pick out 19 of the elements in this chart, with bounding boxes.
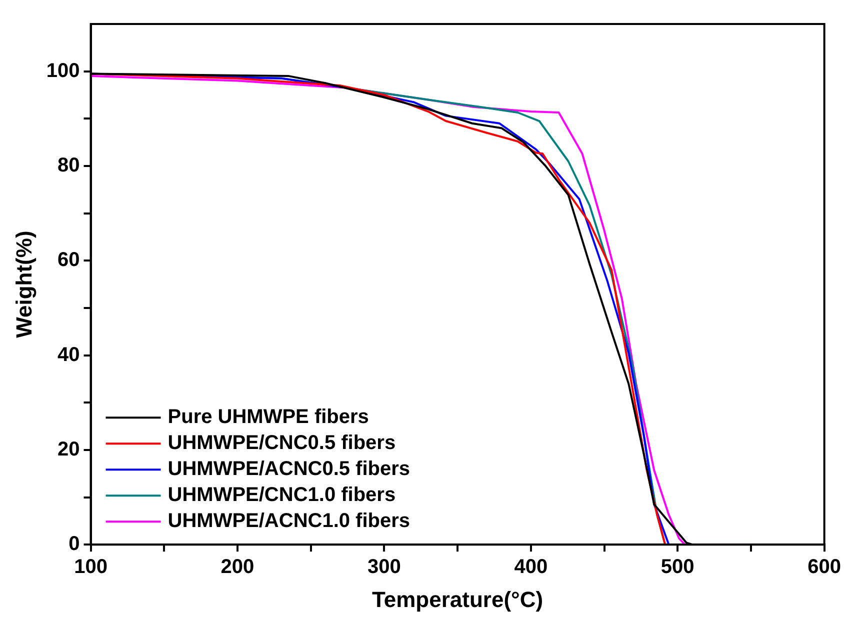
y-tick-label: 0 bbox=[68, 533, 80, 556]
x-axis-title: Temperature(°C) bbox=[372, 586, 544, 612]
legend-label: UHMWPE/CNC0.5 fibers bbox=[168, 432, 396, 454]
x-tick-label: 500 bbox=[660, 556, 694, 578]
x-tick-label: 100 bbox=[74, 556, 108, 578]
legend-label: Pure UHMWPE fibers bbox=[168, 406, 369, 428]
x-tick-label: 400 bbox=[514, 556, 548, 578]
x-tick-label: 300 bbox=[368, 556, 401, 578]
legend-label: UHMWPE/CNC1.0 fibers bbox=[168, 484, 396, 506]
x-tick-label: 600 bbox=[808, 556, 842, 578]
legend-label: UHMWPE/ACNC1.0 fibers bbox=[168, 510, 410, 532]
y-axis-title: Weight(%) bbox=[11, 230, 36, 338]
x-tick-label: 200 bbox=[220, 556, 254, 578]
y-tick-label: 20 bbox=[58, 438, 80, 460]
y-tick-label: 40 bbox=[58, 344, 80, 366]
legend-label: UHMWPE/ACNC0.5 fibers bbox=[168, 458, 410, 480]
y-tick-label: 100 bbox=[46, 60, 80, 82]
y-tick-label: 60 bbox=[58, 249, 80, 272]
y-tick-label: 80 bbox=[58, 154, 80, 176]
